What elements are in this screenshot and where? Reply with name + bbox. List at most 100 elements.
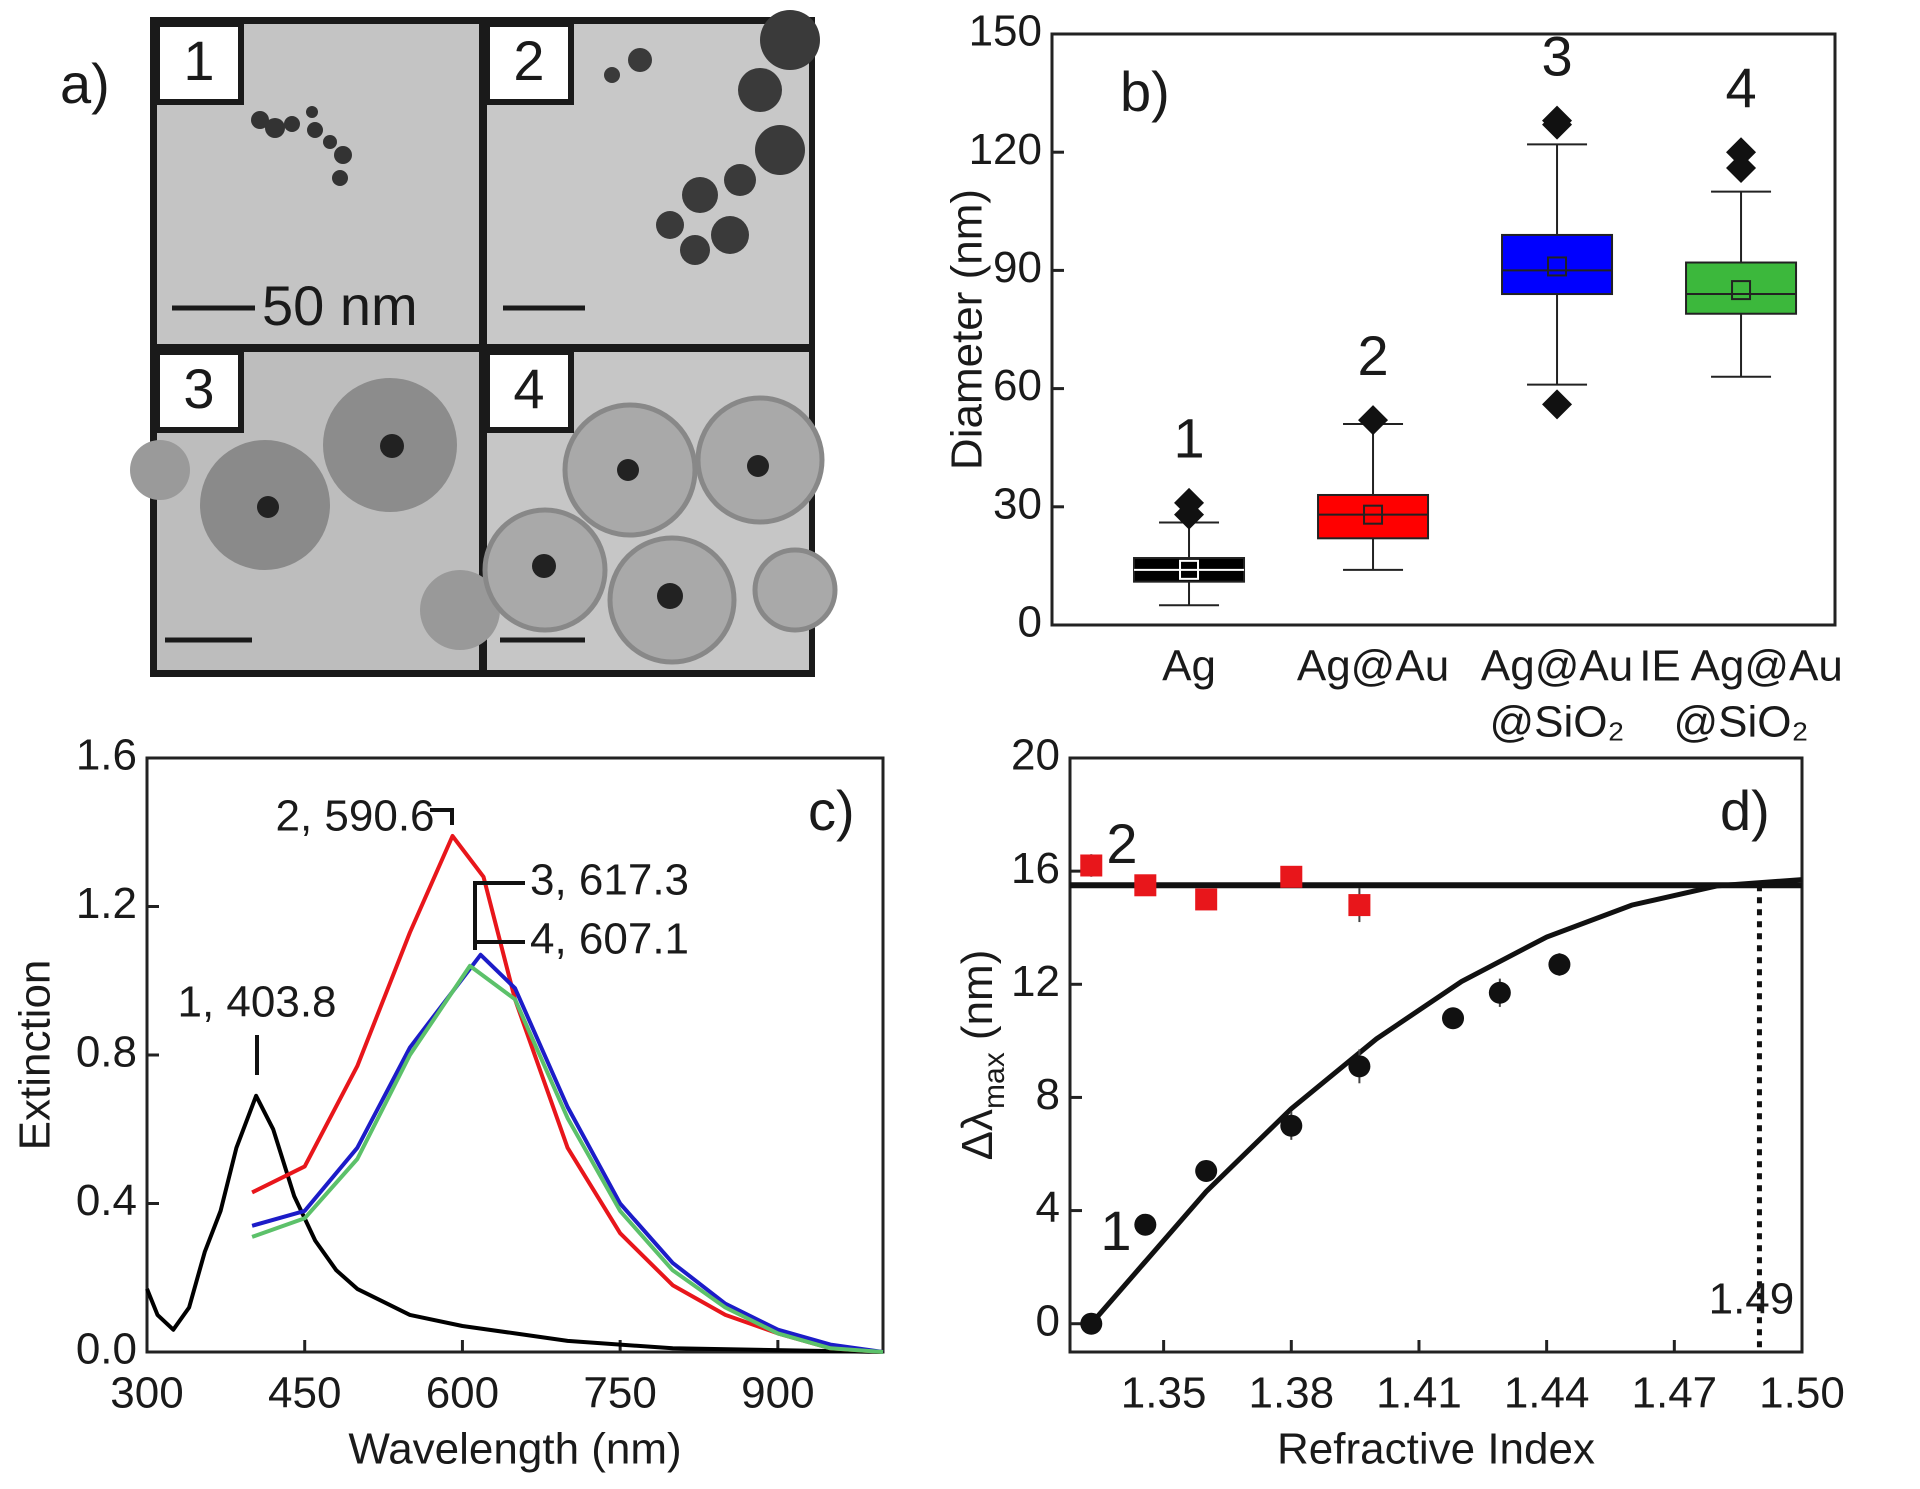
inset-label: 1 — [183, 29, 214, 92]
x-tick-label: Ag@Au — [1297, 642, 1449, 691]
box — [1317, 493, 1430, 540]
x-tick-label: 1.47 — [1632, 1369, 1718, 1418]
panel-label: d) — [1720, 779, 1770, 842]
outlier — [1726, 137, 1757, 168]
x-tick-label: @SiO₂ — [1673, 698, 1808, 747]
x-tick-label: 1.41 — [1376, 1369, 1462, 1418]
x-tick-label: 600 — [426, 1369, 499, 1418]
inset-label: 4 — [513, 357, 544, 420]
group-label: 4 — [1725, 56, 1756, 119]
y-tick-label: 12 — [1011, 957, 1060, 1006]
cutoff-label: 1.49 — [1709, 1275, 1795, 1324]
y-axis-label-part: (nm) — [953, 950, 1002, 1053]
x-tick-label: 1.35 — [1121, 1369, 1207, 1418]
panel-label: a) — [60, 52, 110, 115]
y-tick-label: 0 — [1018, 598, 1042, 647]
box — [1685, 261, 1798, 315]
data-point — [1548, 953, 1571, 976]
particles-3 — [130, 378, 500, 650]
inset-boxes — [154, 21, 574, 433]
spectrum-line — [251, 834, 884, 1354]
data-point — [1080, 854, 1103, 877]
inset-label: 3 — [183, 357, 214, 420]
data-point — [1195, 1159, 1218, 1182]
plot-frame — [1050, 32, 1837, 627]
x-tick-label: IE Ag@Au — [1639, 642, 1843, 691]
inset-label: 2 — [513, 29, 544, 92]
y-tick-label: 0 — [1036, 1296, 1060, 1345]
outlier — [1358, 405, 1389, 436]
x-tick-label: 1.38 — [1248, 1369, 1334, 1418]
mean — [1731, 280, 1752, 301]
data-point — [1134, 1213, 1157, 1236]
x-tick-label: 450 — [268, 1369, 341, 1418]
data-point — [1442, 1007, 1465, 1030]
group-label: 1 — [1173, 407, 1204, 470]
y-tick-label: 8 — [1036, 1070, 1060, 1119]
outlier — [1542, 389, 1573, 420]
panel-a: 1 2 3 4 50 nm a) — [60, 10, 838, 677]
y-tick-label: 4 — [1036, 1183, 1060, 1232]
x-axis-label: Refractive Index — [1277, 1425, 1595, 1474]
y-tick-label: 60 — [993, 361, 1042, 410]
data-point — [1280, 1114, 1303, 1137]
y-axis-label-part: max — [978, 1052, 1011, 1109]
x-tick-label: 1.50 — [1759, 1369, 1845, 1418]
scale-bar-label: 50 nm — [262, 274, 418, 337]
mean — [1363, 504, 1384, 525]
fit-curve — [1089, 877, 1803, 1326]
particles-1 — [251, 106, 352, 186]
annotation-bracket — [430, 808, 454, 825]
data-point — [1134, 874, 1157, 897]
series-label: 2 — [1106, 812, 1137, 875]
y-axis-label-part: Δλ — [953, 1109, 1002, 1160]
group-label: 2 — [1357, 324, 1388, 387]
y-tick-label: 0.0 — [76, 1325, 137, 1374]
x-tick-label: Ag@Au — [1481, 642, 1633, 691]
spectrum-line — [145, 1093, 884, 1354]
x-tick-label: Ag — [1162, 642, 1216, 691]
particles-2 — [604, 10, 820, 265]
box — [1501, 233, 1614, 296]
data-point — [1080, 1312, 1103, 1335]
peak-annotation: 2, 590.6 — [275, 792, 434, 841]
data-point — [1195, 888, 1218, 911]
spectrum-line — [251, 963, 884, 1354]
peak-annotation: 1, 403.8 — [177, 978, 336, 1027]
outlier — [1726, 152, 1757, 183]
panel-label: c) — [808, 779, 855, 842]
x-tick-label: 1.44 — [1504, 1369, 1590, 1418]
x-tick-label: 300 — [110, 1369, 183, 1418]
x-tick-label: 750 — [583, 1369, 656, 1418]
y-axis-label: Δλmax (nm) — [953, 950, 1012, 1161]
data-point — [1280, 865, 1303, 888]
data-point — [1348, 1055, 1371, 1078]
y-tick-label: 0.4 — [76, 1176, 137, 1225]
panel-label: b) — [1120, 60, 1170, 123]
x-tick-label: @SiO₂ — [1489, 698, 1624, 747]
y-tick-label: 1.6 — [76, 731, 137, 780]
mean — [1547, 256, 1568, 277]
peak-annotation: 3, 617.3 — [530, 856, 689, 905]
mean — [1179, 559, 1200, 580]
scale-bars — [165, 305, 585, 643]
particles-4 — [482, 395, 838, 665]
y-tick-label: 90 — [993, 243, 1042, 292]
data-point — [1488, 981, 1511, 1004]
y-tick-label: 16 — [1011, 844, 1060, 893]
y-tick-label: 150 — [969, 7, 1042, 56]
y-axis-label: Diameter (nm) — [943, 189, 992, 470]
peak-annotation: 4, 607.1 — [530, 915, 689, 964]
group-label: 3 — [1541, 24, 1572, 87]
x-axis-label: Wavelength (nm) — [348, 1425, 681, 1474]
outlier — [1542, 105, 1573, 136]
plot-frame — [1068, 756, 1804, 1354]
annotation-bracket — [473, 881, 525, 950]
outlier — [1174, 487, 1205, 518]
data-point — [1348, 894, 1371, 917]
y-axis-label: Extinction — [11, 960, 60, 1151]
y-tick-label: 0.8 — [76, 1028, 137, 1077]
y-tick-label: 20 — [1011, 731, 1060, 780]
x-tick-label: 900 — [741, 1369, 814, 1418]
